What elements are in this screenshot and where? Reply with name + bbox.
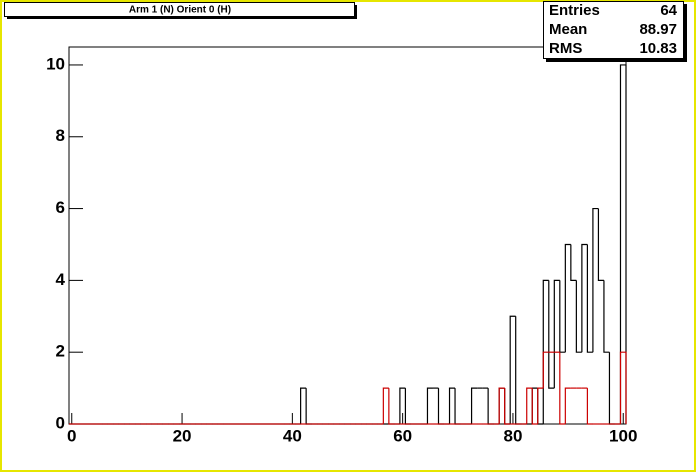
x-tick-label: 100 [609, 426, 637, 445]
histogram-bin [586, 244, 593, 353]
histogram-bin [548, 280, 555, 389]
histogram-bin [504, 388, 511, 425]
stats-label: Mean [549, 21, 587, 38]
histogram-bin [509, 315, 516, 424]
histogram-bin [564, 387, 571, 424]
y-tick-label: 6 [56, 198, 65, 217]
title-box [4, 2, 355, 17]
stats-value: 64 [660, 2, 677, 19]
stats-box [543, 1, 684, 59]
histogram-bin [559, 352, 566, 425]
histogram-bin [542, 351, 549, 389]
histogram-bin [537, 387, 544, 424]
stats-value: 10.83 [639, 40, 677, 57]
histogram-bin [619, 64, 627, 424]
histogram-bin [388, 388, 395, 425]
histogram-bin [592, 207, 599, 353]
title: Arm 1 (N) Orient 0 (H) [129, 5, 231, 16]
histogram-bin [570, 244, 577, 281]
x-tick-label: 80 [503, 426, 522, 445]
x-tick-label: 0 [67, 426, 76, 445]
stats-label: RMS [549, 40, 582, 57]
histogram-bin [559, 280, 566, 353]
histogram-bin [575, 280, 582, 353]
histogram-bin [448, 387, 456, 424]
y-tick-label: 10 [46, 54, 65, 73]
y-tick-label: 2 [56, 342, 65, 361]
histogram-bin [526, 387, 533, 424]
histogram-bin [531, 388, 538, 425]
y-tick-label: 0 [56, 413, 65, 432]
histogram-bin [586, 388, 593, 425]
frame [68, 46, 627, 425]
histogram-bin [498, 387, 505, 424]
y-tick-label: 4 [56, 270, 66, 289]
histogram-bin [581, 243, 588, 353]
x-tick-label: 40 [283, 426, 302, 445]
histogram-bin [470, 387, 478, 424]
histogram-bin [399, 387, 406, 424]
stats-value: 88.97 [639, 21, 677, 38]
histogram-bin [603, 280, 610, 353]
histogram-bin [564, 243, 571, 353]
histogram-bin [619, 351, 627, 424]
x-tick-label: 20 [173, 426, 192, 445]
histogram-bin [300, 387, 307, 424]
stats-label: Entries [549, 2, 600, 19]
x-tick-label: 60 [393, 426, 412, 445]
y-tick-label: 8 [56, 126, 65, 145]
histogram-bin [426, 387, 433, 424]
histogram-bin [382, 387, 389, 424]
histogram-bin [597, 208, 604, 281]
